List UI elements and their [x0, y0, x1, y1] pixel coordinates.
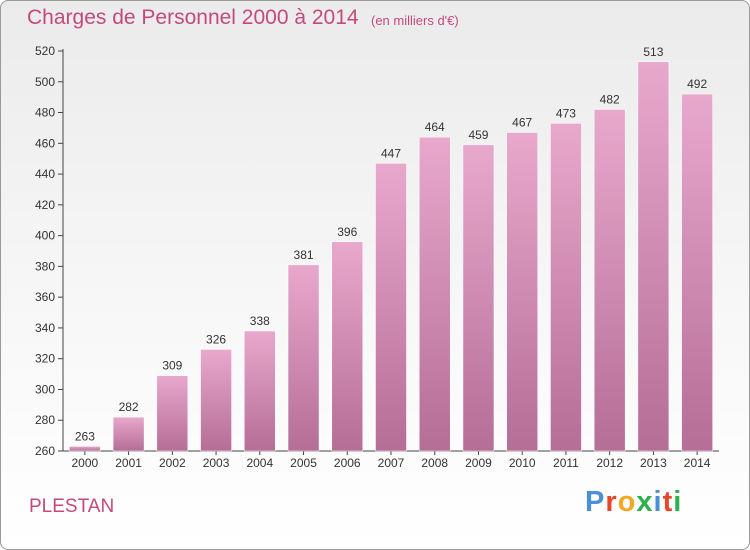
- y-tick-label: 260: [35, 444, 55, 458]
- x-tick-label: 2014: [684, 456, 711, 470]
- chart-labels: 263 282 309 326 338 381 396 447 464 459 467 473 482 5…: [75, 45, 708, 444]
- logo-letter: i: [673, 486, 683, 518]
- logo-letter: o: [617, 486, 637, 518]
- bar-2001: [112, 416, 145, 452]
- x-tick-label: 2008: [421, 456, 448, 470]
- bar-2006: [331, 241, 364, 452]
- y-tick-label: 400: [35, 229, 55, 243]
- bar-value-label: 381: [294, 248, 314, 262]
- x-tick-label: 2011: [553, 456, 579, 470]
- x-tick-label: 2000: [72, 456, 99, 470]
- bar-2007: [375, 163, 407, 452]
- y-tick-label: 420: [35, 198, 55, 212]
- y-tick-label: 300: [35, 382, 55, 396]
- bar-value-label: 263: [75, 429, 95, 443]
- y-tick-label: 380: [35, 259, 55, 273]
- bar-2014: [681, 93, 713, 452]
- chart-bars: [69, 61, 713, 452]
- y-tick-label: 360: [35, 290, 55, 304]
- bar-2005: [287, 264, 320, 452]
- bar-2000: [69, 446, 101, 452]
- bar-2011: [550, 123, 582, 452]
- logo-letter: r: [605, 486, 618, 518]
- proxiti-logo[interactable]: Proxiti: [585, 486, 682, 519]
- bar-value-label: 482: [600, 92, 620, 106]
- x-tick-label: 2005: [290, 456, 317, 470]
- logo-letter: x: [636, 486, 654, 518]
- bar-value-label: 492: [687, 77, 707, 91]
- x-tick-label: 2001: [115, 456, 142, 470]
- y-tick-label: 460: [35, 136, 55, 150]
- x-tick-label: 2010: [509, 456, 536, 470]
- x-tick-label: 2003: [203, 456, 230, 470]
- x-tick-label: 2002: [159, 456, 186, 470]
- bar-2004: [244, 330, 276, 452]
- y-tick-label: 320: [35, 352, 55, 366]
- y-tick-label: 280: [35, 413, 55, 427]
- city-name: PLESTAN: [29, 496, 115, 517]
- x-tick-label: 2013: [640, 456, 667, 470]
- logo-letter: t: [662, 486, 674, 518]
- x-tick-label: 2009: [465, 456, 492, 470]
- bar-value-label: 396: [337, 225, 357, 239]
- bar-2002: [156, 375, 189, 452]
- bar-value-label: 513: [643, 45, 663, 59]
- y-tick-label: 520: [35, 44, 55, 58]
- bar-2009: [462, 144, 495, 452]
- logo-letter: i: [653, 486, 663, 518]
- y-tick-label: 440: [35, 167, 55, 181]
- bar-2010: [506, 132, 538, 452]
- bar-value-label: 473: [556, 106, 576, 120]
- bar-2012: [593, 109, 626, 452]
- chart-title: Charges de Personnel 2000 à 2014: [27, 6, 359, 29]
- bar-2003: [200, 349, 232, 452]
- bar-value-label: 326: [206, 332, 226, 346]
- bar-value-label: 464: [425, 120, 445, 134]
- y-tick-label: 480: [35, 106, 55, 120]
- chart-subtitle: (en milliers d'€): [371, 13, 459, 28]
- x-tick-label: 2004: [246, 456, 273, 470]
- bar-2013: [637, 61, 670, 452]
- bar-value-label: 309: [162, 359, 182, 373]
- bar-value-label: 447: [381, 146, 401, 160]
- bar-value-label: 467: [512, 116, 532, 130]
- y-tick-label: 500: [35, 75, 55, 89]
- x-tick-label: 2006: [334, 456, 361, 470]
- bar-2008: [418, 136, 451, 452]
- bar-value-label: 282: [119, 400, 139, 414]
- bar-value-label: 338: [250, 314, 270, 328]
- x-tick-label: 2012: [596, 456, 623, 470]
- bar-value-label: 459: [468, 128, 488, 142]
- y-tick-label: 340: [35, 321, 55, 335]
- logo-letter: P: [585, 486, 606, 518]
- x-tick-label: 2007: [378, 456, 405, 470]
